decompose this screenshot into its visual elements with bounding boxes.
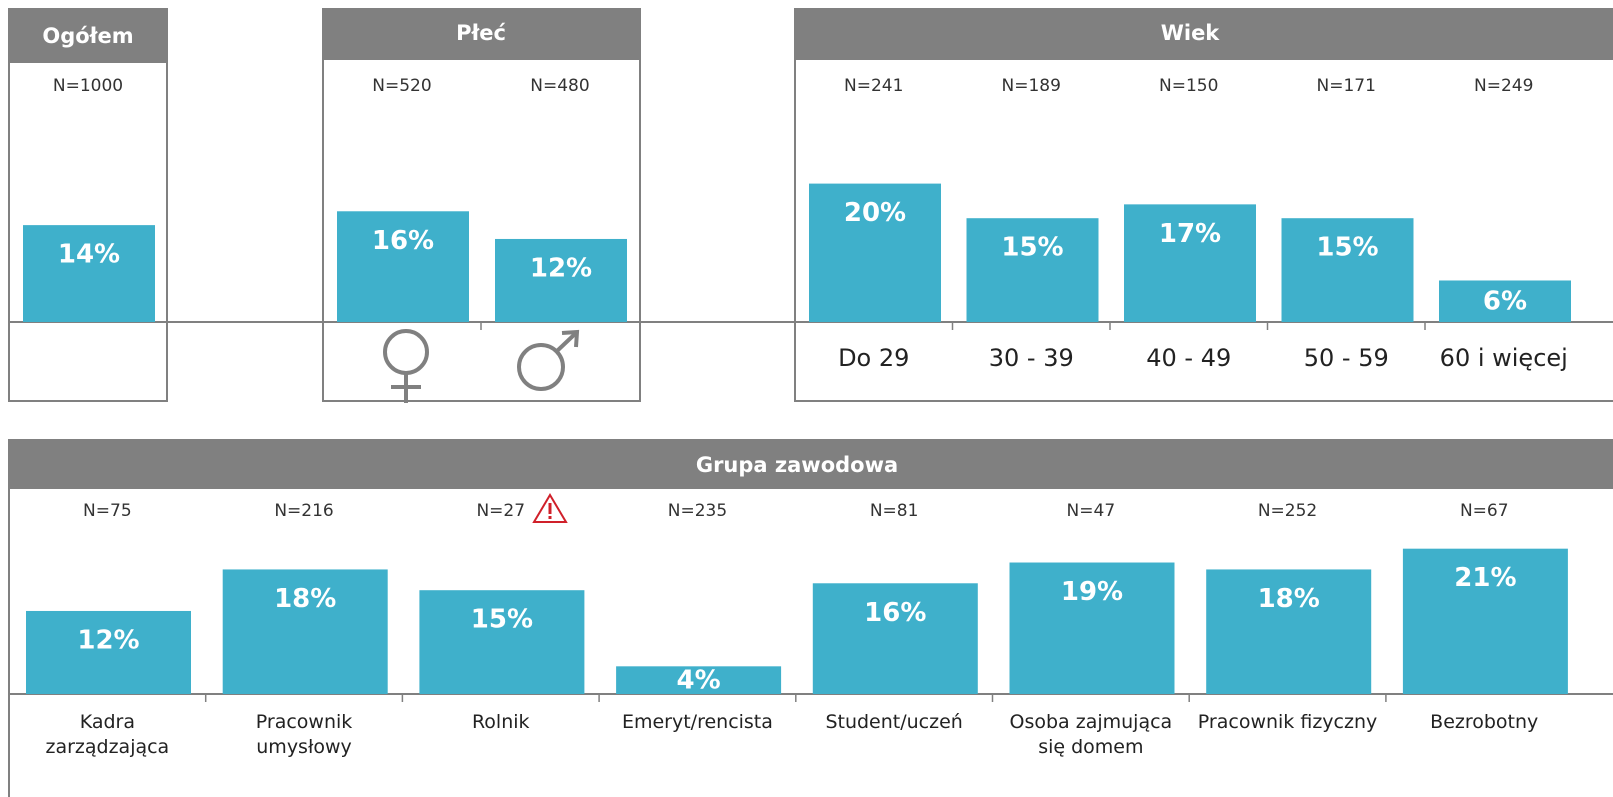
n-label: N=1000	[53, 76, 123, 96]
bar	[1124, 204, 1256, 322]
n-label: N=241	[844, 76, 903, 96]
headers	[9, 9, 1613, 489]
x-tick-label: Kadra zarządzająca	[45, 711, 170, 758]
x-tick-label: 30 - 39	[988, 344, 1074, 372]
bar	[419, 590, 585, 694]
header	[795, 9, 1613, 60]
x-tick-label: Emeryt/rencista	[621, 711, 773, 733]
bar	[222, 569, 388, 694]
n-label: N=480	[530, 76, 589, 96]
bar	[1281, 218, 1414, 322]
header	[9, 440, 1613, 489]
x-tick-label: Rolnik	[471, 711, 530, 733]
value-label: 15%	[1001, 233, 1063, 263]
n-label: N=520	[372, 76, 431, 96]
panel-title: Wiek	[1161, 21, 1221, 45]
n-label: N=81	[870, 501, 919, 521]
bar	[1009, 562, 1175, 694]
value-label: 6%	[1483, 287, 1527, 317]
bar	[1402, 548, 1568, 694]
n-label: N=189	[1002, 76, 1061, 96]
panel	[8, 8, 168, 402]
x-tick-label: Bezrobotny	[1430, 711, 1539, 733]
n-label: N=47	[1067, 501, 1116, 521]
n-label: N=235	[668, 501, 727, 521]
x-tick-label: 50 - 59	[1303, 344, 1389, 372]
value-label: 15%	[471, 605, 533, 635]
value-label: 20%	[844, 198, 906, 228]
bar	[26, 610, 191, 694]
panel	[322, 8, 641, 402]
female-icon	[383, 329, 429, 403]
n-label: N=171	[1317, 76, 1376, 96]
n-label: N=27	[476, 501, 525, 521]
x-tick-label: Pracownik fizyczny	[1197, 711, 1378, 733]
bar	[1206, 569, 1372, 694]
panel-title: Ogółem	[42, 24, 133, 48]
bar	[337, 211, 469, 322]
value-label: 15%	[1316, 233, 1378, 263]
bar	[809, 183, 941, 322]
value-label: 14%	[58, 240, 120, 270]
header	[323, 9, 641, 60]
n-label: N=216	[274, 501, 333, 521]
value-label: 12%	[77, 625, 139, 655]
value-label: 4%	[677, 666, 721, 696]
bar	[966, 218, 1099, 322]
value-label: 16%	[864, 598, 926, 628]
male-icon	[517, 329, 580, 391]
n-label: N=252	[1258, 501, 1317, 521]
value-label: 18%	[274, 584, 336, 614]
header	[9, 9, 167, 63]
x-tick-label: Do 29	[838, 344, 910, 372]
n-label: N=75	[83, 501, 132, 521]
value-label: 12%	[530, 253, 592, 283]
x-tick-label: Student/uczeń	[825, 711, 963, 733]
n-label: N=150	[1159, 76, 1218, 96]
bar	[495, 238, 627, 322]
value-label: 16%	[372, 226, 434, 256]
bar	[812, 583, 978, 694]
warning-icon	[532, 493, 568, 523]
x-tick-label: 40 - 49	[1146, 344, 1232, 372]
value-label: 18%	[1258, 584, 1320, 614]
value-label: 17%	[1159, 219, 1221, 249]
n-label: N=67	[1460, 501, 1509, 521]
n-label: N=249	[1474, 76, 1533, 96]
panel-title: Płeć	[456, 21, 506, 45]
value-label: 19%	[1061, 577, 1123, 607]
x-tick-label: 60 i więcej	[1439, 344, 1568, 372]
bar	[23, 225, 155, 322]
value-label: 21%	[1454, 563, 1516, 593]
x-tick-label: Osoba zajmująca się domem	[1009, 711, 1173, 758]
bar	[1439, 280, 1571, 322]
bar	[616, 666, 782, 694]
panel-title: Grupa zawodowa	[696, 453, 898, 477]
x-tick-label: Pracownik umysłowy	[255, 711, 353, 758]
